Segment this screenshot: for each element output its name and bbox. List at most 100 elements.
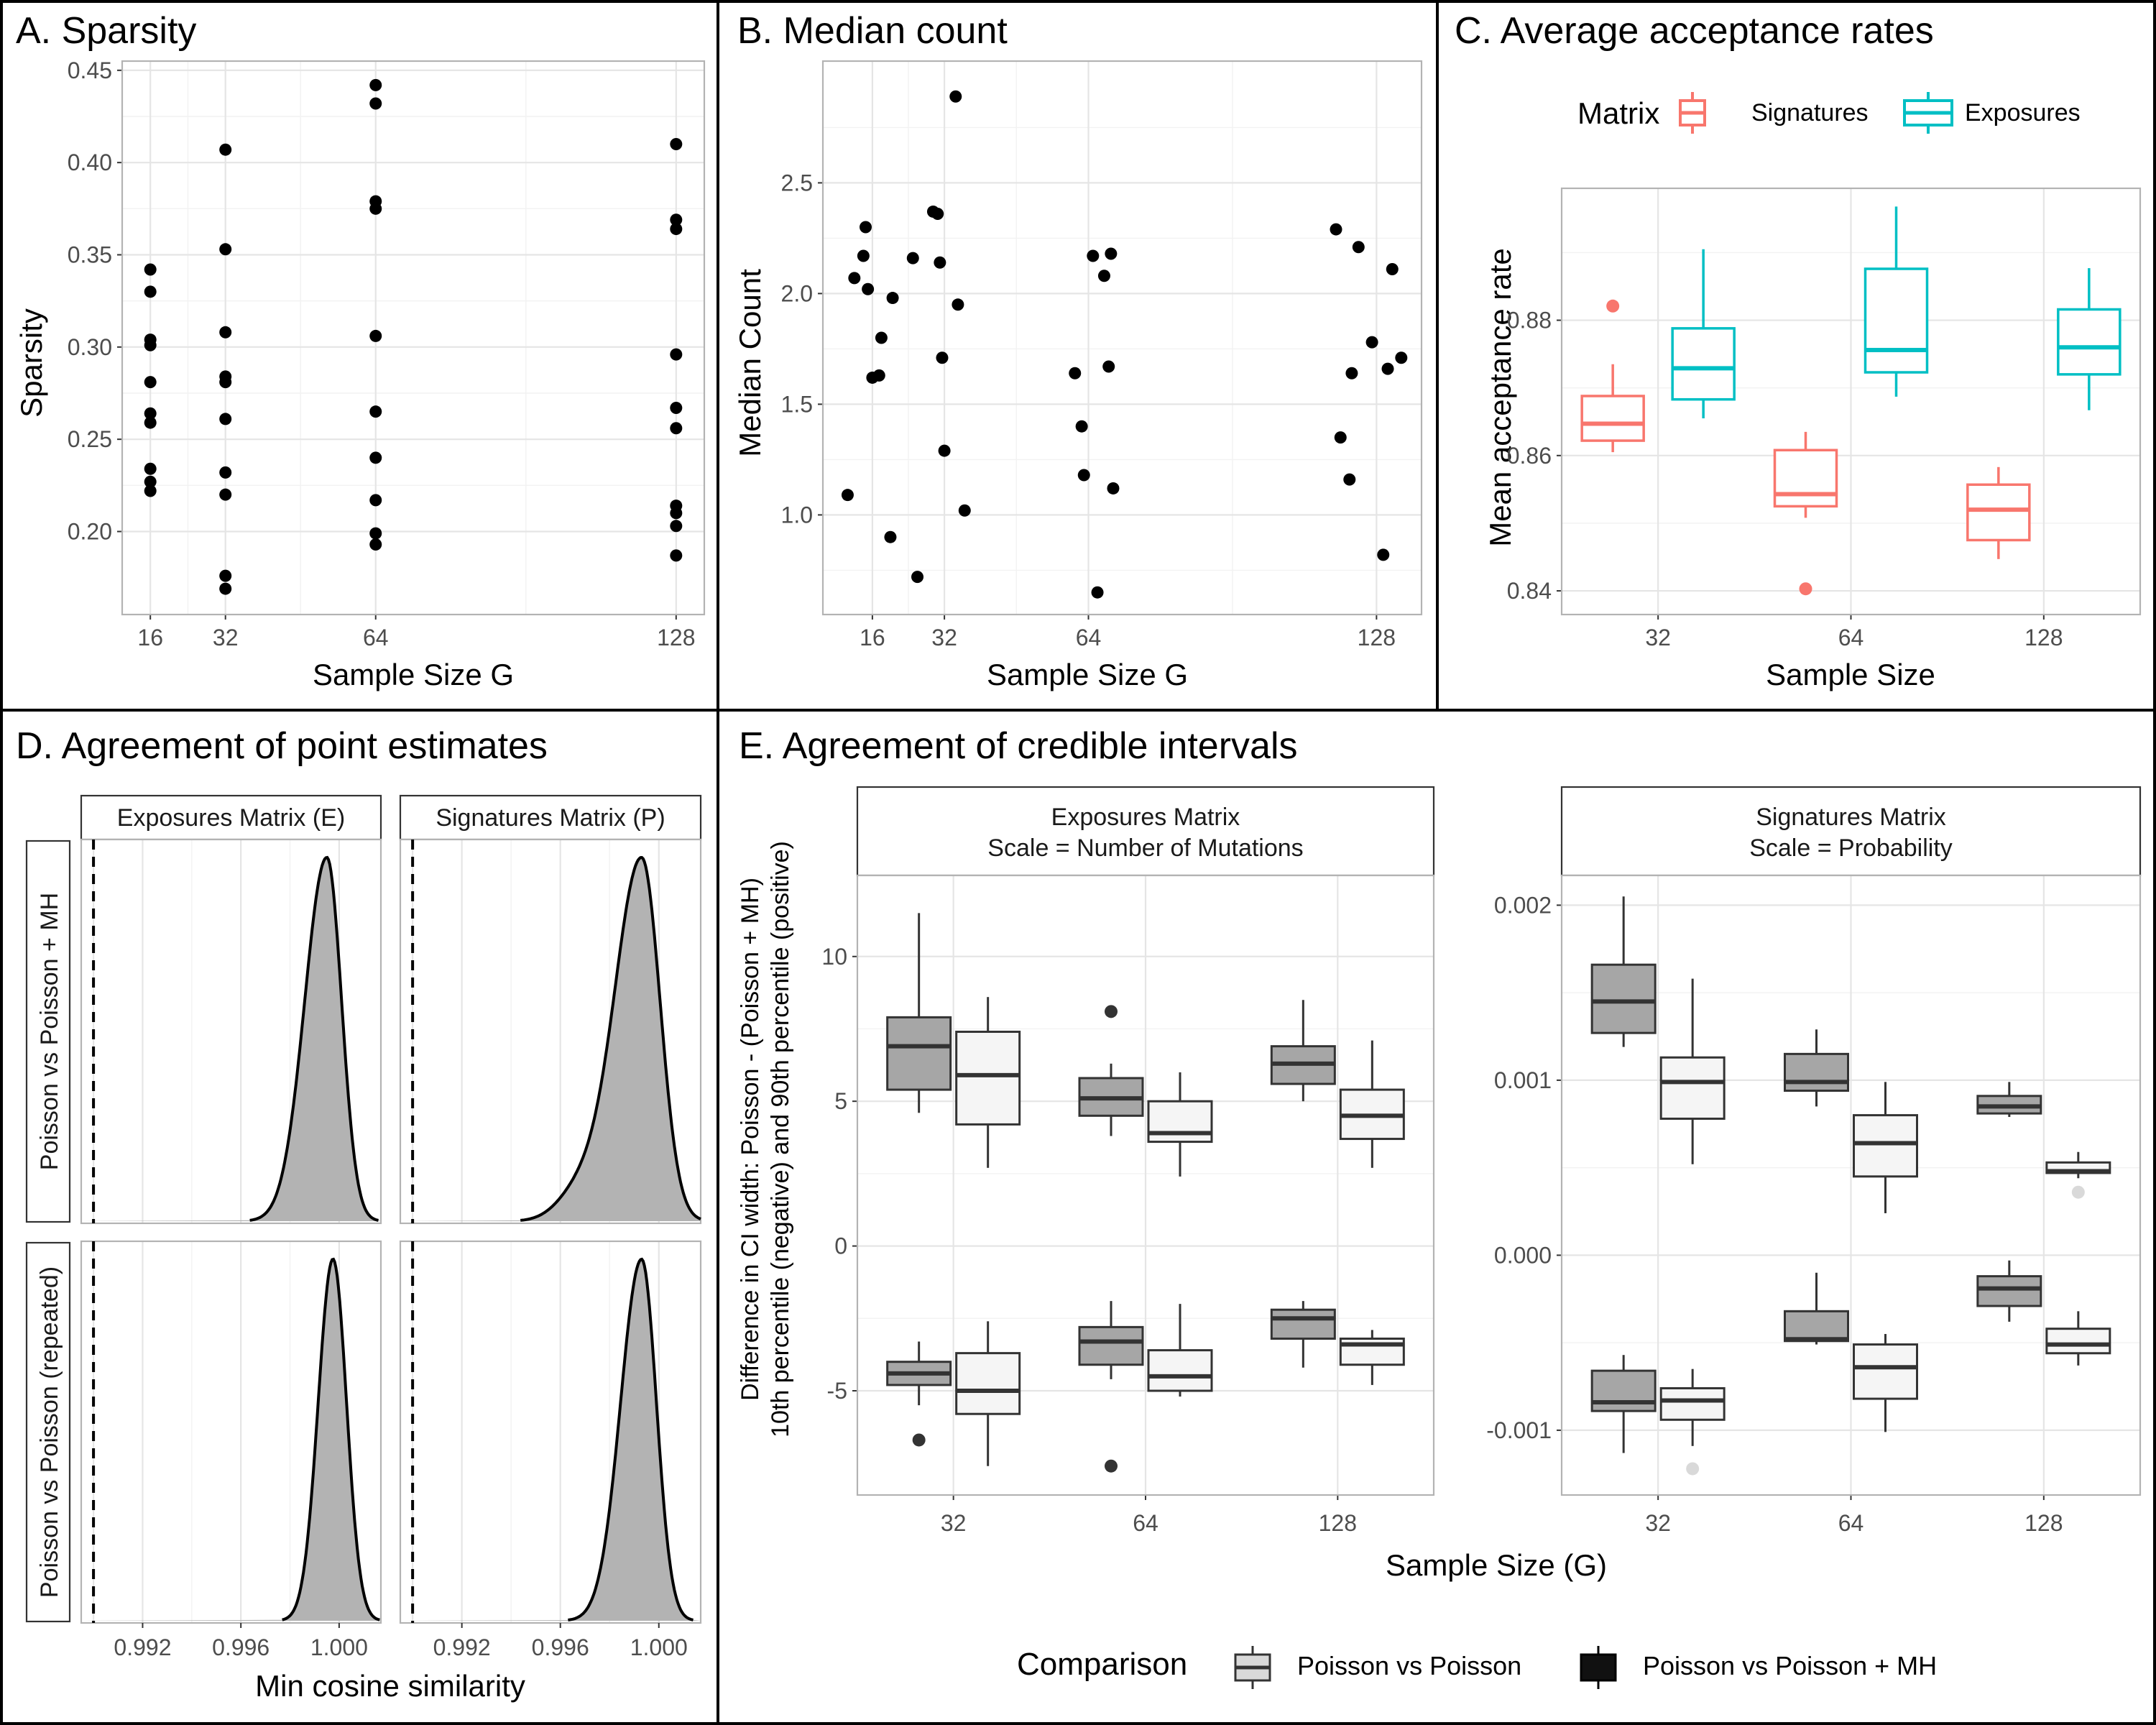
panel-d-density-area	[400, 857, 701, 1221]
panel-e-box	[1147, 1349, 1213, 1392]
panel-b-point	[934, 256, 946, 269]
panel-b-point	[884, 530, 897, 543]
panel-c-x-tick-label: 64	[1838, 625, 1864, 650]
panel-c-outlier	[1799, 582, 1812, 596]
panel-a-point	[369, 405, 382, 418]
panel-b-point	[1334, 431, 1347, 444]
legend-label-poisson-vs-poisson-mh: Poisson vs Poisson + MH	[1643, 1651, 1937, 1680]
panel-e-y-tick-label: 5	[834, 1088, 847, 1114]
panel-b-point	[857, 249, 870, 262]
panel-c-y-tick-label: 0.86	[1507, 443, 1552, 469]
panel-e-facet-strip	[856, 786, 1435, 877]
panel-e-y-tick-label: -5	[827, 1378, 847, 1404]
panel-d-column-strip-label: Signatures Matrix (P)	[436, 804, 665, 832]
panel-e-facet-strip-line1: Exposures Matrix	[1051, 804, 1240, 831]
panel-e-outlier	[912, 1433, 926, 1447]
panel-b-x-tick-label: 16	[860, 625, 885, 650]
panel-a-point	[369, 494, 382, 507]
panel-b-point	[958, 504, 971, 517]
panel-d-row-strip	[25, 840, 71, 1223]
panel-a-point	[369, 202, 382, 215]
panel-a-point	[670, 348, 683, 361]
panel-b-point	[952, 298, 964, 311]
panel-b-title: B. Median count	[737, 10, 1008, 52]
panel-a-x-tick-label: 64	[363, 625, 389, 650]
panel-a-point	[144, 462, 157, 475]
panel-b-point	[1352, 241, 1365, 254]
panel-c-box	[1671, 327, 1736, 401]
panel-c-legend-title: Matrix	[1577, 96, 1659, 130]
panel-a-x-tick-label: 128	[657, 625, 695, 650]
panel-e-legend-title: Comparison	[1017, 1647, 1187, 1682]
panel-c-ylabel: Mean acceptance rate	[1483, 248, 1517, 547]
panel-e-outlier	[1105, 1005, 1118, 1018]
panel-e-x-tick-label: 128	[1319, 1510, 1357, 1536]
panel-a-point	[144, 416, 157, 429]
panel-b-point	[1107, 482, 1120, 494]
panel-a-point	[144, 263, 157, 276]
panel-b-point	[875, 331, 888, 344]
panel-c-outlier	[1606, 299, 1620, 313]
panel-a-point	[219, 488, 232, 501]
panel-b-y-tick-label: 2.5	[781, 170, 813, 196]
panel-a-point	[670, 223, 683, 236]
panel-e-outlier	[1105, 1459, 1118, 1473]
panel-a-point	[219, 582, 232, 595]
panel-d-cell-frame	[399, 1240, 702, 1624]
panel-c-x-tick-label: 128	[2024, 625, 2063, 650]
panel-c-box	[2057, 308, 2122, 376]
panel-d-density-area	[400, 1259, 701, 1621]
panel-d-column-strip	[399, 794, 702, 841]
panel-e-box	[886, 1016, 952, 1091]
panel-d-density-line	[249, 855, 379, 1222]
panel-a-point	[670, 402, 683, 415]
panel-b-background	[823, 61, 1422, 615]
panel-b-point	[848, 272, 861, 285]
panel-b-y-tick-label: 1.5	[781, 391, 813, 417]
panel-b-point	[1395, 351, 1408, 364]
panel-b-point	[1386, 263, 1399, 276]
panel-b-point	[1381, 362, 1394, 375]
panel-a-point	[369, 78, 382, 91]
panel-b-point	[938, 444, 951, 457]
panel-e-box	[2045, 1328, 2111, 1355]
panel-a-point	[219, 143, 232, 156]
panel-e-facet-frame	[1560, 874, 2142, 1496]
panel-a-point	[369, 97, 382, 110]
panel-a: A. Sparsity Sample Size G Sparsity 0.200…	[14, 10, 706, 691]
panel-a-point	[670, 138, 683, 150]
panel-a-point	[670, 549, 683, 562]
panel-b-plot: 1.0 1.5 2.0 2.5 16 32 64 128	[781, 60, 1423, 650]
panel-b-point	[886, 292, 899, 305]
panel-e-box	[1976, 1275, 2042, 1307]
panel-e-box	[1784, 1310, 1849, 1343]
panel-e-box	[1659, 1056, 1726, 1120]
panel-b-point	[1069, 367, 1082, 380]
panel-d-column-strip	[80, 794, 382, 841]
panel-b-point	[872, 369, 885, 382]
panel-b-x-tick-label: 32	[931, 625, 957, 650]
panel-c-legend: Signatures Exposures	[1679, 92, 2081, 134]
panel-b-point	[949, 90, 962, 103]
panel-e-facet-strip-line2: Scale = Number of Mutations	[987, 834, 1303, 862]
panel-b-x-tick-label: 128	[1358, 625, 1396, 650]
panel-b-frame	[821, 60, 1423, 616]
panel-e-x-tick-label: 32	[1645, 1510, 1671, 1536]
panel-c-title: C. Average acceptance rates	[1455, 10, 1934, 52]
panel-b-point	[841, 489, 854, 502]
panel-a-y-tick-label: 0.30	[68, 334, 112, 360]
panel-d-density-line	[568, 1257, 694, 1622]
panel-e-box	[1853, 1114, 1918, 1178]
panel-c-box	[1864, 267, 1929, 374]
panel-a-point	[144, 339, 157, 351]
panel-e-y-tick-label: 10	[821, 944, 847, 970]
panel-d-x-tick-label: 0.996	[532, 1634, 589, 1660]
panel-b-point	[1365, 336, 1378, 349]
panel-e-x-tick-label: 32	[941, 1510, 967, 1536]
panel-a-point	[219, 569, 232, 582]
panel-e-ylabel-line1: Difference in CI width: Poisson - (Poiss…	[737, 878, 764, 1401]
panel-e-outlier	[1686, 1462, 1700, 1476]
panel-a-point	[369, 527, 382, 540]
panel-b-point	[860, 221, 872, 234]
